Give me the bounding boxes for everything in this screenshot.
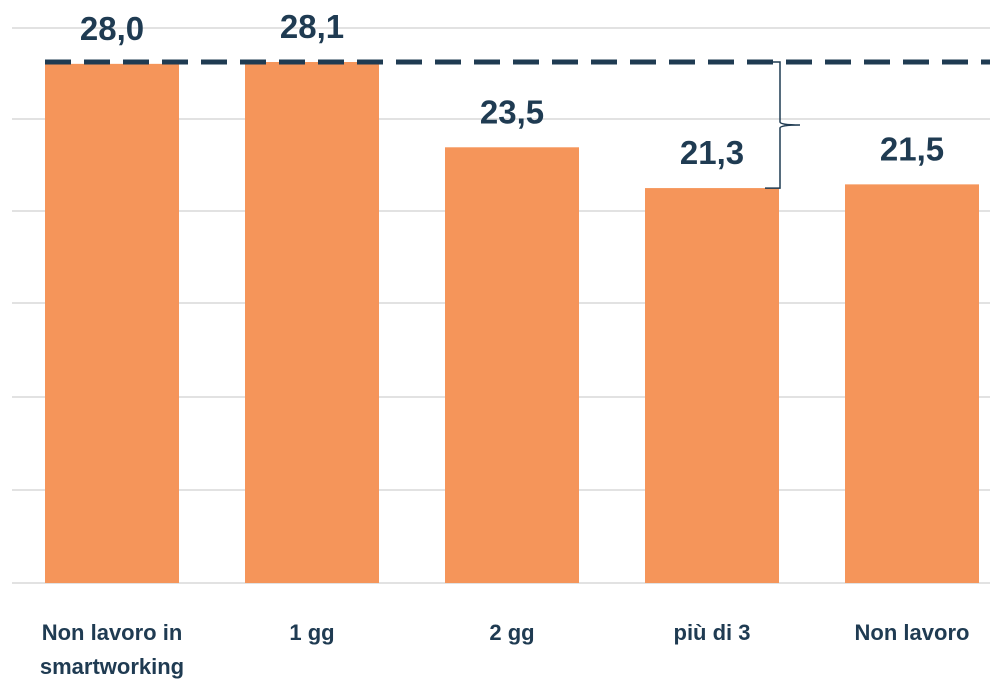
- bars: [45, 62, 979, 584]
- data-label: 23,5: [480, 93, 544, 130]
- data-label: 28,1: [280, 8, 344, 45]
- data-label: 28,0: [80, 10, 144, 47]
- bar: [845, 184, 979, 583]
- x-tick-label: smartworking: [40, 654, 184, 679]
- reference-line-group: [45, 59, 990, 189]
- x-tick-label: 2 gg: [489, 620, 534, 645]
- bar: [245, 62, 379, 583]
- x-tick-label: più di 3: [674, 620, 751, 645]
- x-tick-label: Non lavoro in: [42, 620, 183, 645]
- x-tick-label: Non lavoro: [855, 620, 970, 645]
- bar: [645, 188, 779, 583]
- value-labels: 28,0 28,1 23,5 21,3 21,5: [80, 8, 944, 171]
- data-label: 21,3: [680, 134, 744, 171]
- bar: [445, 147, 579, 583]
- data-label: 21,5: [880, 130, 944, 167]
- x-tick-label: 1 gg: [289, 620, 334, 645]
- category-labels: Non lavoro in smartworking 1 gg 2 gg più di …: [40, 620, 970, 679]
- difference-bracket: [765, 61, 801, 189]
- bar: [45, 63, 179, 584]
